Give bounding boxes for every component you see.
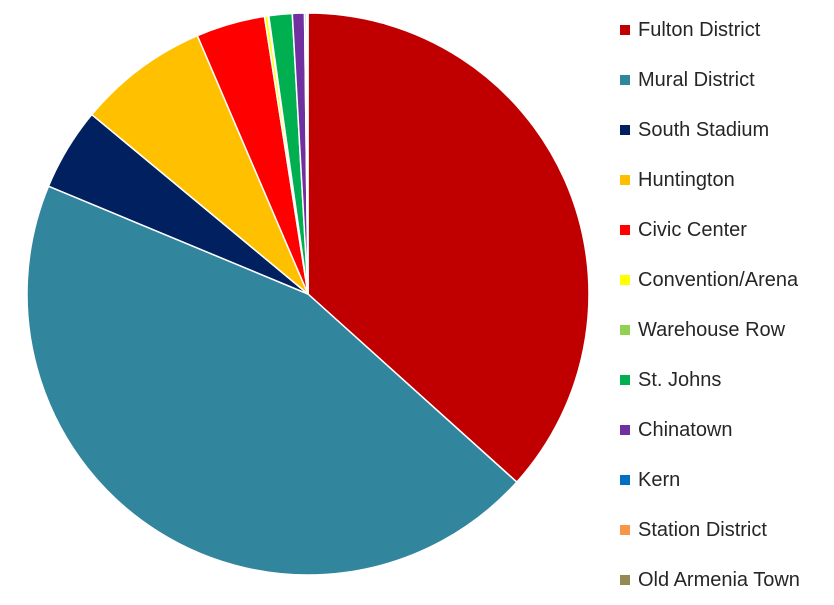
- legend-label: Fulton District: [638, 18, 761, 41]
- legend-label: Convention/Arena: [638, 268, 799, 291]
- legend-item: St. Johns: [620, 355, 834, 405]
- pie-slice-mural-district: [26, 185, 518, 576]
- legend-label: Chinatown: [638, 418, 733, 441]
- legend-label: Old Armenia Town: [638, 568, 800, 591]
- legend-item: Kern: [620, 455, 834, 505]
- legend-item: Chinatown: [620, 405, 834, 455]
- legend-item: South Stadium: [620, 105, 834, 155]
- legend-swatch: [620, 225, 630, 235]
- legend-label: Kern: [638, 468, 681, 491]
- pie-slice-old-armenia-town: [306, 12, 309, 295]
- pie-chart: [26, 12, 590, 576]
- pie-slices: [26, 12, 590, 576]
- legend-swatch: [620, 25, 630, 35]
- legend-swatch: [620, 325, 630, 335]
- legend-swatch: [620, 275, 630, 285]
- pie-slice-fulton-district: [307, 12, 590, 483]
- legend-swatch: [620, 475, 630, 485]
- legend-item: Huntington: [620, 155, 834, 205]
- legend-swatch: [620, 175, 630, 185]
- legend-swatch: [620, 75, 630, 85]
- legend-label: Civic Center: [638, 218, 747, 241]
- legend-label: Station District: [638, 518, 767, 541]
- legend-swatch: [620, 125, 630, 135]
- legend-swatch: [620, 525, 630, 535]
- legend-swatch: [620, 375, 630, 385]
- legend-swatch: [620, 575, 630, 585]
- legend-item: Mural District: [620, 55, 834, 105]
- legend-item: Warehouse Row: [620, 305, 834, 355]
- legend-item: Fulton District: [620, 5, 834, 55]
- legend-label: Huntington: [638, 168, 735, 191]
- legend-item: Civic Center: [620, 205, 834, 255]
- legend-item: Station District: [620, 505, 834, 555]
- legend-swatch: [620, 425, 630, 435]
- legend-label: Mural District: [638, 68, 755, 91]
- legend-label: South Stadium: [638, 118, 770, 141]
- legend-label: St. Johns: [638, 368, 722, 391]
- pie-slice-huntington: [91, 34, 309, 295]
- legend-item: Convention/Arena: [620, 255, 834, 305]
- legend-item: Old Armenia Town: [620, 555, 834, 605]
- legend-label: Warehouse Row: [638, 318, 786, 341]
- chart-legend: Fulton District Mural District South Stadi…: [620, 5, 834, 605]
